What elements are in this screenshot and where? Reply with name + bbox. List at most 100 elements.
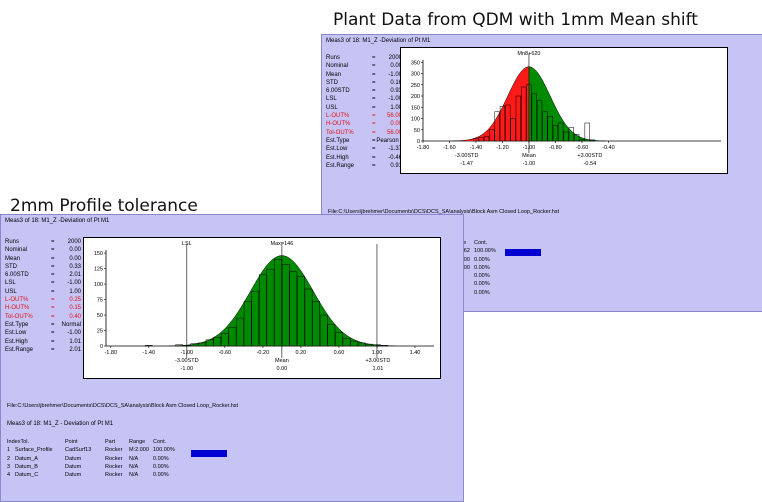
table-row: 2 Datum_A Datum Rocker N/A 0.00% — [7, 455, 247, 463]
histogram-bar — [589, 139, 596, 142]
equals-sign: = — [51, 313, 55, 320]
histogram-bar — [220, 333, 229, 347]
stat-value: 0.33 — [69, 263, 81, 270]
stat-row: Est.Range = 0.91 — [326, 162, 402, 170]
equals-sign: = — [51, 280, 55, 287]
stat-label: Tol-OUT% — [326, 129, 354, 136]
left-panel-subtitle: Meas3 of 18: M1_Z - Deviation of Pt M1 — [7, 421, 114, 427]
stat-row: Tol-OUT% = 56.00 — [326, 129, 402, 137]
stat-value: 1.00 — [69, 288, 81, 295]
stat-row: Est.High = 1.01 — [5, 338, 81, 346]
stat-value: 0.00 — [69, 255, 81, 262]
left-file-path: File:C:\Users\jbrehmer\Documents\DCS\DCS… — [7, 403, 239, 409]
table-cell: M:2.000 — [129, 447, 149, 454]
histogram-bar — [259, 274, 267, 347]
table-cell: N/A — [129, 472, 139, 479]
stat-value: -1.00 — [67, 280, 81, 287]
stat-row: STD = 0.33 — [5, 263, 81, 271]
stat-label: L-OUT% — [326, 113, 350, 120]
stat-label: 6.00STD — [326, 88, 350, 95]
table-cell: Surface_Profile — [15, 447, 53, 454]
stat-label: LSL — [326, 96, 337, 103]
y-tick-label: 25 — [97, 329, 103, 335]
histogram-bar — [489, 129, 495, 142]
left-stats-list: Runs = 2000 Nominal = 0.00 Mean = 0.00 STD = 0.33 6.… — [5, 238, 81, 354]
stat-value: 2.01 — [69, 346, 81, 353]
histogram-bar — [251, 291, 260, 347]
stat-label: Mean — [326, 71, 342, 78]
stat-marker-label: -3.00STD — [175, 358, 199, 364]
x-tick-label: -1.40 — [143, 350, 156, 356]
table-cell: 0.00% — [474, 281, 490, 288]
stat-label: Est.Range — [5, 346, 34, 353]
stat-row: Tol-OUT% = 0.40 — [5, 313, 81, 321]
histogram-bar — [357, 342, 366, 347]
equals-sign: = — [372, 71, 376, 78]
stat-row: Est.Low = -1.00 — [5, 329, 81, 337]
stat-row: STD = 0.16 — [326, 79, 402, 87]
equals-sign: = — [51, 338, 55, 345]
equals-sign: = — [51, 330, 55, 337]
stat-value: 56.00 — [386, 113, 402, 120]
histogram-bar — [536, 100, 543, 142]
equals-sign: = — [51, 263, 55, 270]
x-tick-label: -1.40 — [470, 145, 483, 151]
histogram-bar — [335, 332, 343, 347]
table-cell: 0.00% — [474, 256, 490, 263]
equals-sign: = — [51, 321, 55, 328]
table-cell: N/A — [129, 455, 139, 462]
histogram-bar — [365, 343, 374, 347]
stat-row: Nominal = 0.00 — [5, 246, 81, 254]
histogram-bar — [228, 327, 237, 347]
table-cell: Rocker — [105, 447, 123, 454]
left-histogram-frame: 0 25 50 75 100 125 150 -1.80 -1.40 -1.00 -0.60 -0.2… — [83, 237, 441, 379]
equals-sign: = — [51, 255, 55, 262]
histogram-bar — [319, 314, 328, 347]
stat-marker-value: 1.01 — [373, 366, 384, 372]
top-histogram-frame: 0 50 100 150 200 250 300 350 -1.80 -1.60 -1.40 -1.2… — [400, 47, 728, 174]
stat-label: Est.Type — [5, 321, 29, 328]
fit-curve-green-area — [528, 66, 606, 141]
table-cell: 0.00% — [153, 472, 169, 479]
stat-row: Mean = -1.00 — [326, 71, 402, 79]
stat-marker-label: +3.00STD — [365, 358, 390, 364]
stat-value: 56.00 — [386, 129, 402, 136]
x-tick-label: 0.60 — [334, 350, 345, 356]
stat-row: Runs = 2000 — [5, 238, 81, 246]
equals-sign: = — [51, 239, 55, 245]
stat-label: Mean — [5, 255, 21, 262]
y-tick-label: 100 — [411, 117, 420, 123]
y-tick-label: 200 — [411, 94, 420, 100]
stat-label: USL — [5, 288, 17, 295]
top-histogram-chart: 0 50 100 150 200 250 300 350 -1.80 -1.60 -1.40 -1.2… — [411, 51, 721, 167]
table-cell: CadSurf13 — [65, 447, 92, 454]
x-tick-label: -0.60 — [576, 145, 589, 151]
x-tick-label: -1.60 — [443, 145, 456, 151]
stat-label: Est.Low — [326, 146, 348, 153]
histogram-bar — [552, 125, 559, 142]
left-caption: 2mm Profile tolerance — [10, 196, 198, 216]
stat-label: STD — [326, 79, 338, 86]
stat-label: Runs — [326, 55, 341, 61]
stat-row: 6.00STD = 2.01 — [5, 271, 81, 279]
table-cell: Datum_A — [15, 455, 38, 462]
limit-label: Max=146 — [270, 241, 293, 247]
stat-marker-label: Mean — [275, 358, 289, 364]
stat-label: Nominal — [5, 247, 28, 254]
x-tick-label: 0.20 — [296, 350, 307, 356]
stat-value: 2000 — [67, 239, 81, 245]
y-tick-label: 100 — [94, 282, 103, 288]
stat-value: 0.00 — [390, 121, 402, 128]
equals-sign: = — [51, 297, 55, 304]
limit-label: LSL — [182, 241, 192, 247]
stat-marker-value: -1.00 — [181, 366, 194, 372]
table-cell: Datum_B — [15, 463, 38, 470]
equals-sign: = — [372, 79, 376, 86]
stat-marker-value: 0.00 — [277, 366, 288, 372]
stat-value: -0.46 — [388, 154, 402, 161]
stat-row: Est.Range = 2.01 — [5, 346, 81, 354]
y-tick-label: 150 — [411, 105, 420, 111]
stat-row: USL = 1.00 — [5, 288, 81, 296]
equals-sign: = — [372, 154, 376, 161]
table-cell: Datum — [65, 463, 82, 470]
